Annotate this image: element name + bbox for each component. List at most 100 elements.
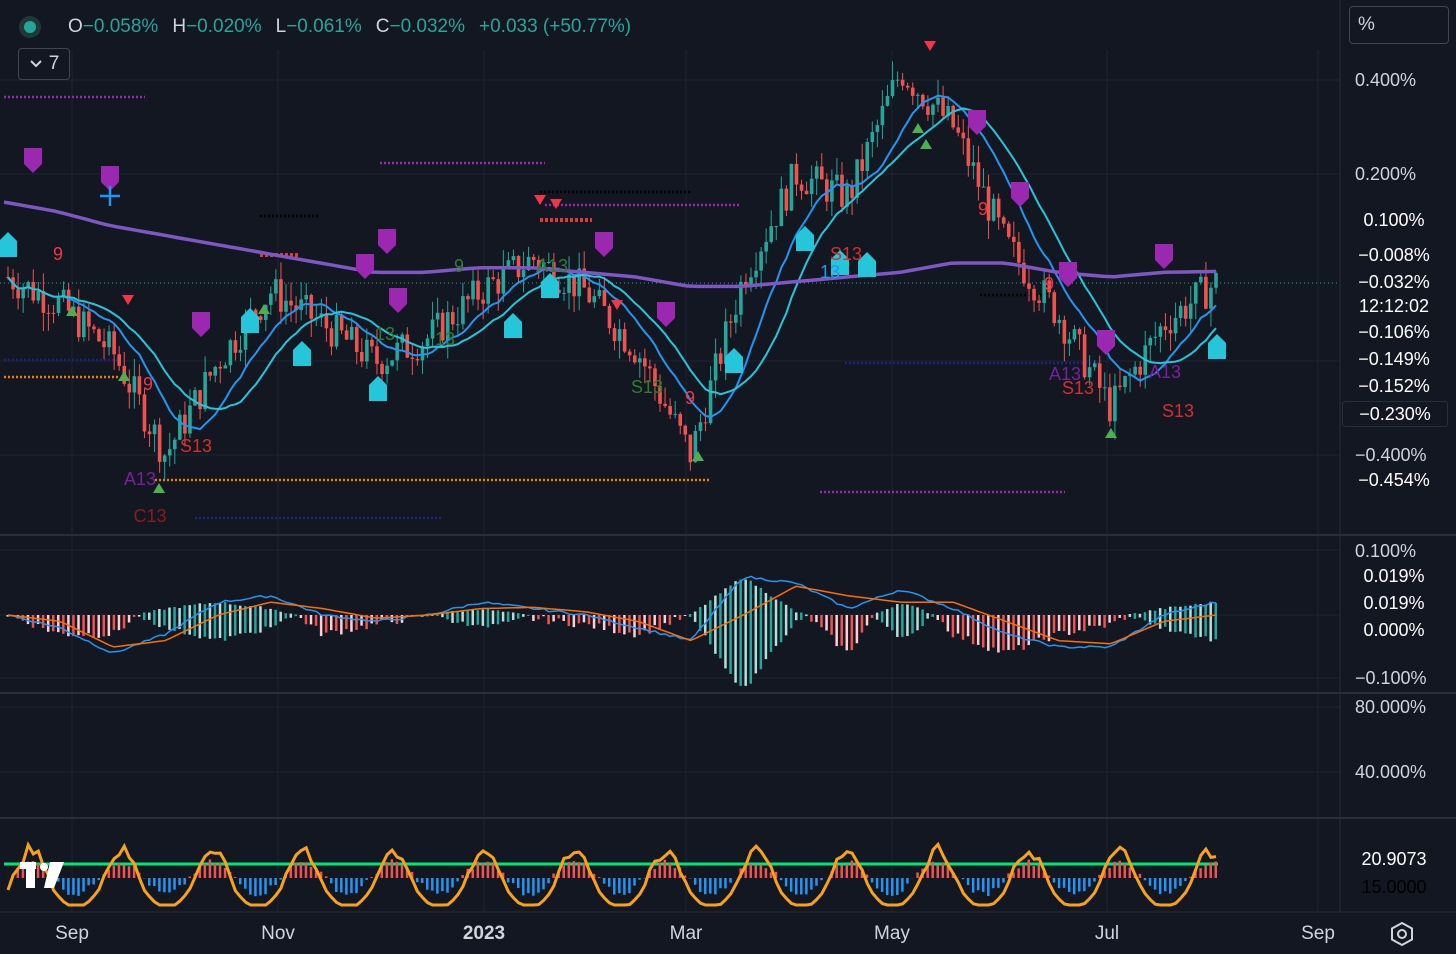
macd-histogram-bar: [562, 615, 565, 621]
macd-histogram-bar: [461, 611, 464, 622]
buy-arrow-icon: [0, 232, 17, 257]
candle-body: [643, 358, 647, 367]
candle-body: [258, 316, 263, 320]
macd-histogram-bar: [299, 615, 303, 618]
macd-histogram-bar: [264, 609, 267, 627]
td-annotation: 9: [53, 244, 63, 264]
osc-histogram-bar: [1057, 878, 1061, 889]
candle-body: [238, 349, 243, 353]
candle-body: [147, 431, 152, 435]
candle-body: [946, 105, 950, 116]
candle-body: [360, 352, 364, 362]
candle-body: [870, 131, 875, 143]
osc-histogram-bar: [451, 878, 454, 888]
macd-histogram-bar: [304, 615, 308, 625]
macd-histogram-bar: [547, 615, 550, 625]
macd-histogram-bar: [880, 611, 884, 623]
osc-histogram-bar: [896, 878, 899, 895]
candle-body: [708, 380, 713, 424]
indicators-collapse-button[interactable]: 7: [18, 48, 70, 80]
candle-body: [921, 94, 925, 107]
candle-body: [931, 104, 935, 115]
buy-arrow-icon: [858, 252, 876, 277]
candle-body: [26, 281, 31, 289]
osc-histogram-bar: [314, 870, 318, 878]
macd-tag: 0.019%: [1363, 566, 1425, 586]
osc-histogram-bar: [891, 878, 894, 896]
time-tick: May: [874, 923, 910, 944]
settings-icon[interactable]: [1388, 920, 1416, 948]
candle-body: [1193, 282, 1198, 304]
osc-histogram-bar: [683, 875, 687, 878]
macd-histogram-bar: [137, 615, 141, 617]
grid-lines: [0, 0, 1456, 913]
osc-histogram-bar: [800, 878, 803, 895]
macd-histogram-bar: [218, 603, 222, 639]
macd-histogram-bar: [906, 604, 909, 637]
scale-mode-button[interactable]: %: [1349, 6, 1449, 44]
time-tick: Sep: [1301, 923, 1335, 944]
macd-histogram-bar: [537, 615, 540, 620]
macd-histogram-bar: [870, 615, 874, 619]
time-tick: Nov: [261, 923, 295, 944]
market-status-icon[interactable]: [24, 21, 36, 33]
macd-histogram-bar: [1123, 615, 1127, 620]
osc-histogram-bar: [789, 878, 793, 892]
candle-body: [1032, 288, 1036, 301]
osc-histogram-bar: [198, 864, 202, 878]
macd-histogram-bar: [1209, 601, 1212, 642]
sell-pennant-icon: [389, 288, 407, 313]
macd-histogram-bar: [213, 603, 217, 639]
macd-histogram-bar: [168, 607, 171, 630]
macd-histogram-bar: [466, 609, 469, 626]
osc-histogram-bar: [1199, 868, 1202, 878]
osc-histogram-bar: [582, 862, 586, 878]
osc-histogram-bar: [117, 863, 121, 878]
candle-body: [1163, 326, 1168, 331]
candle-body: [162, 455, 167, 462]
tradingview-logo-icon[interactable]: [20, 862, 72, 893]
osc-histogram-bar: [784, 878, 788, 887]
candle-body: [1072, 329, 1077, 340]
osc-histogram-bar: [107, 869, 111, 878]
candle-body: [208, 372, 212, 376]
macd-histogram-bar: [345, 615, 348, 630]
macd-histogram-bar: [931, 614, 934, 617]
osc-histogram-bar: [506, 878, 510, 883]
candle-body: [491, 277, 496, 280]
osc-histogram-bar: [668, 863, 672, 878]
osc-histogram-bar: [779, 878, 783, 881]
pane-separators: [0, 534, 1456, 819]
candle-body: [607, 305, 612, 329]
osc-histogram-bar: [840, 865, 843, 878]
macd-histogram-bar: [496, 610, 500, 625]
osc-histogram-bar: [1098, 874, 1101, 878]
macd-histogram-bar: [31, 615, 35, 628]
up-triangle-icon: [912, 123, 924, 133]
candle-body: [1173, 317, 1178, 334]
candle-body: [895, 79, 900, 81]
osc-histogram-bar: [1062, 878, 1066, 888]
osc-histogram-bar: [1113, 861, 1116, 878]
macd-histogram-bar: [683, 615, 687, 616]
osc-histogram-bar: [72, 878, 75, 895]
osc-histogram-bar: [476, 861, 480, 878]
macd-histogram-bar: [981, 615, 985, 648]
osc-histogram-bar: [249, 878, 252, 895]
macd-histogram-bar: [340, 615, 343, 635]
candle-body: [951, 105, 955, 128]
buy-arrow-icon: [541, 273, 559, 298]
candle-body: [567, 274, 571, 293]
candle-body: [304, 294, 309, 300]
candle-body: [814, 166, 819, 179]
candle-body: [1148, 337, 1153, 346]
price-tag: 0.100%: [1363, 210, 1425, 230]
macd-histogram-bar: [582, 615, 586, 623]
osc-histogram-bar: [542, 878, 545, 890]
osc-histogram-bar: [213, 863, 217, 878]
macd-histogram-bar: [936, 615, 940, 620]
macd-histogram-bar: [1067, 615, 1071, 635]
osc-histogram-bar: [496, 870, 500, 878]
macd-histogram-bar: [724, 588, 727, 669]
